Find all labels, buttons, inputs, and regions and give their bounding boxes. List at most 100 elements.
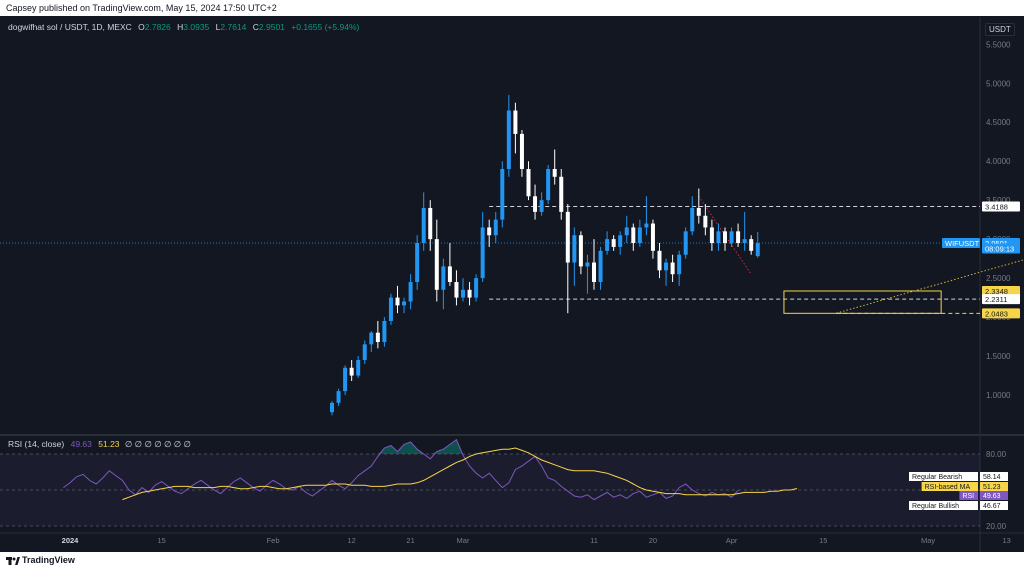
rsi-name-bg (909, 472, 978, 481)
candle-body (493, 219, 498, 236)
close-key: C (252, 22, 259, 32)
candle-body (343, 367, 348, 392)
candle-body (572, 235, 577, 263)
candle-body (349, 367, 354, 376)
price-tick-label: 3.5000 (986, 196, 1011, 205)
candle-body (664, 262, 669, 271)
rsi-name-label: Regular Bullish (912, 503, 959, 510)
candle-body (637, 227, 642, 244)
trendline (836, 259, 1024, 314)
close-value: 2.9501 (258, 22, 285, 32)
rsi-title: RSI (14, close) (8, 439, 65, 449)
candle-body (605, 239, 610, 251)
price-tick-label: 4.0000 (986, 157, 1011, 166)
rsi-line (63, 438, 739, 501)
candle-body (336, 391, 341, 403)
price-label: 2.3348 (985, 287, 1008, 296)
candle-body (749, 239, 754, 251)
date-tick-label: May (921, 536, 935, 545)
rsi-value-bg (980, 472, 1008, 481)
rsi-name-label: Regular Bearish (912, 474, 962, 481)
price-tick-label: 1.0000 (986, 391, 1011, 400)
candle-body (624, 227, 629, 236)
low-value: 2.7614 (220, 22, 247, 32)
rsi-value-label: 51.23 (983, 484, 1001, 491)
candle-body (644, 223, 649, 228)
rsi-name-bg (959, 491, 978, 500)
rsi-value-label: 49.63 (983, 493, 1001, 500)
candle-body (559, 176, 564, 212)
date-tick-label: 21 (406, 536, 414, 545)
high-value: 3.0935 (183, 22, 210, 32)
candle-body (585, 262, 590, 267)
date-tick-label: Mar (457, 536, 470, 545)
candle-body (598, 250, 603, 283)
date-tick-label: 11 (590, 536, 598, 545)
candle-body (415, 243, 420, 283)
rsi-tick-label: 20.00 (986, 522, 1007, 531)
price-chart[interactable]: 5.50005.00004.50004.00003.50003.00002.50… (0, 0, 1024, 552)
candle-body (388, 297, 393, 321)
rsi-value-bg (980, 482, 1008, 491)
rsi-ma-value: 51.23 (98, 439, 120, 449)
price-tick-label: 5.5000 (986, 40, 1011, 49)
price-label-bg (982, 294, 1020, 305)
candle-body (592, 262, 596, 283)
price-label-bg (982, 201, 1020, 212)
change-value: +0.1655 (+5.94%) (291, 22, 360, 32)
rsi-name-bg (909, 501, 978, 510)
candle-body (506, 110, 511, 169)
date-tick-label: 20 (649, 536, 657, 545)
price-tick-label: 1.5000 (986, 352, 1011, 361)
candle-body (356, 359, 361, 376)
price-tick-label: 5.0000 (986, 79, 1011, 88)
candle-body (755, 243, 760, 257)
price-label: 2.0483 (985, 309, 1008, 318)
candle-body (709, 227, 714, 244)
candle-body (631, 227, 636, 244)
candle-body (618, 235, 623, 247)
candle-body (670, 262, 675, 275)
candle-body (330, 402, 334, 413)
candle-body (369, 332, 374, 345)
open-value: 2.7826 (144, 22, 171, 32)
rsi-overbought-fill (63, 439, 739, 454)
candle-body (677, 254, 682, 275)
candle-body (578, 235, 583, 267)
candle-body (513, 110, 518, 134)
candle-body (362, 344, 367, 360)
currency-button[interactable]: USDT (985, 23, 1015, 36)
rsi-value-bg (980, 501, 1008, 510)
footer-bar: TradingView (0, 552, 1024, 570)
price-label: 08:09:13 (985, 244, 1014, 253)
price-tick-label: 4.5000 (986, 118, 1011, 127)
rsi-name-label: RSI (962, 493, 974, 500)
date-tick-label: 15 (819, 536, 827, 545)
candle-body (723, 231, 727, 244)
candle-body (716, 231, 721, 244)
candle-body (552, 168, 557, 177)
tradingview-brand[interactable]: TradingView (22, 555, 75, 565)
candle-body (375, 332, 380, 343)
date-tick-label: Apr (726, 536, 738, 545)
candle-body (454, 282, 459, 298)
candle-body (408, 282, 413, 302)
high-key: H (177, 22, 184, 32)
price-label-bg (982, 308, 1020, 319)
publish-header: Capsey published on TradingView.com, May… (0, 0, 1024, 16)
candle-body (736, 231, 741, 244)
candle-body (402, 301, 407, 306)
candle-body (533, 196, 538, 212)
rsi-ma-line (122, 447, 798, 501)
candle-body (683, 231, 688, 255)
candle-body (565, 211, 570, 263)
candle-body (519, 133, 524, 169)
price-label-bg (942, 238, 980, 249)
rsi-value-label: 58.14 (983, 474, 1001, 481)
candle-body (657, 250, 662, 271)
candle-body (526, 168, 531, 197)
candle-body (428, 207, 433, 240)
candle-body (474, 278, 479, 298)
rsi-legend: RSI (14, close) 49.63 51.23 ∅ ∅ ∅ ∅ ∅ ∅ … (8, 439, 191, 450)
price-label: 2.2311 (985, 295, 1007, 304)
